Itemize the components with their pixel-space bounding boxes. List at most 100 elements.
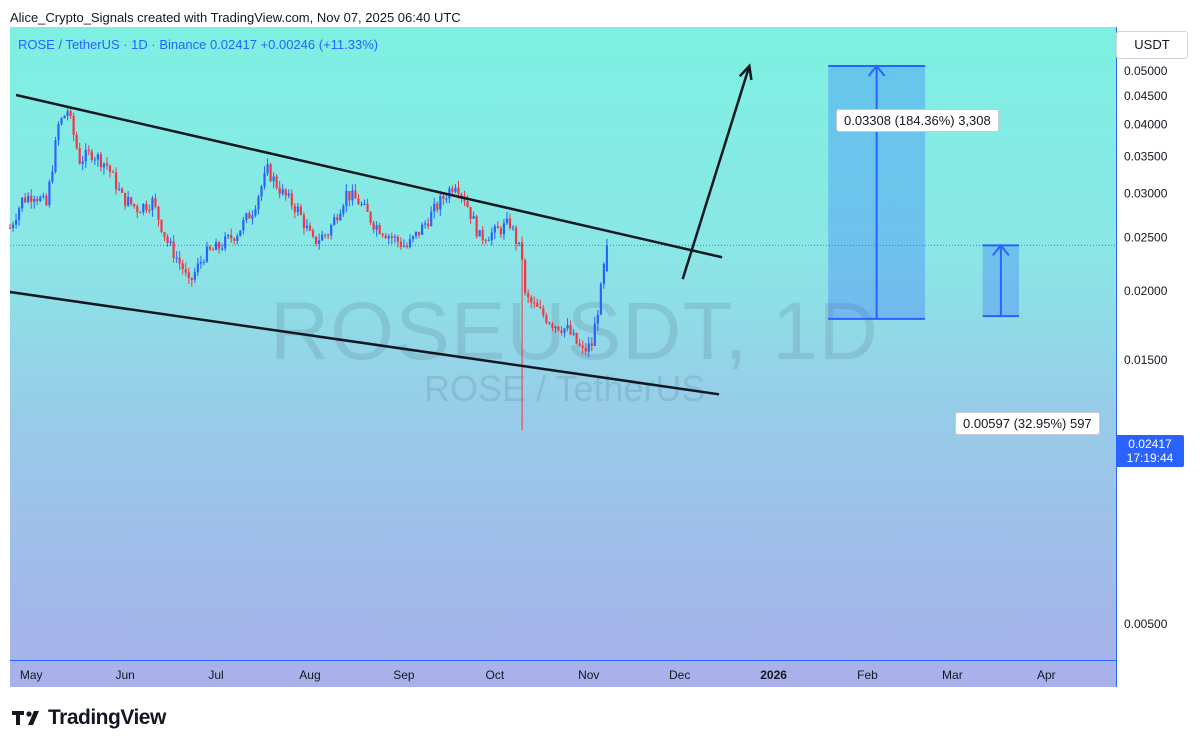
- long-range-box-arrow-head: [867, 64, 886, 77]
- symbol-legend[interactable]: ROSE / TetherUS · 1D · Binance 0.02417 +…: [18, 37, 379, 52]
- candle-body: [405, 245, 409, 248]
- candle-body: [27, 195, 30, 203]
- candle-body: [511, 227, 515, 229]
- candle-body: [530, 297, 533, 303]
- candle-body: [233, 238, 236, 241]
- price-tick-label: 0.01500: [1124, 353, 1168, 367]
- candle-body: [54, 140, 57, 172]
- candle-body: [351, 190, 354, 201]
- candle-body: [145, 203, 148, 210]
- candle-body: [317, 240, 321, 244]
- candle-body: [66, 111, 69, 116]
- candle-body: [72, 115, 75, 135]
- candle-body: [569, 325, 572, 335]
- candle-body: [417, 231, 421, 235]
- chart-area[interactable]: [10, 27, 1116, 661]
- candle-body: [69, 111, 72, 116]
- candle-body: [384, 235, 387, 239]
- candle-body: [63, 115, 66, 119]
- candle-body: [378, 225, 381, 234]
- candle-body: [487, 240, 490, 242]
- candle-body: [287, 193, 290, 196]
- candle-body: [96, 154, 99, 160]
- candle-body: [290, 193, 293, 206]
- candle-body: [133, 204, 136, 207]
- candle-body: [393, 236, 396, 238]
- candle-body: [305, 225, 309, 229]
- candle-body: [251, 215, 254, 219]
- candle-body: [78, 148, 81, 164]
- candle-body: [154, 198, 157, 207]
- time-tick-label: Oct: [485, 668, 504, 682]
- candle-body: [227, 235, 230, 237]
- candle-body: [51, 171, 54, 182]
- candle-body: [84, 149, 87, 162]
- candle-body: [314, 236, 318, 244]
- time-tick-label: Jul: [208, 668, 223, 682]
- candle-body: [190, 277, 193, 280]
- candle-body: [139, 212, 142, 214]
- candle-body: [30, 195, 33, 202]
- candle-body: [542, 308, 545, 316]
- target-small-label: 0.00597 (32.95%) 597: [955, 412, 1100, 435]
- chart-svg: 0.055000.050000.045000.040000.035000.030…: [8, 41, 1168, 682]
- candle-body: [339, 213, 342, 221]
- candle-body: [536, 302, 539, 307]
- price-tick-label: 0.04000: [1124, 117, 1168, 131]
- candle-body: [166, 236, 169, 243]
- candle-body: [93, 159, 96, 161]
- candle-body: [272, 176, 275, 182]
- candle-body: [514, 227, 518, 244]
- projection-arrow: [681, 65, 751, 280]
- candle-body: [551, 323, 554, 328]
- candle-body: [24, 197, 27, 203]
- candle-body: [481, 230, 484, 241]
- candle-body: [572, 332, 575, 335]
- price-axis[interactable]: [1116, 27, 1200, 687]
- candle-body: [321, 234, 324, 241]
- currency-button[interactable]: USDT: [1116, 31, 1188, 59]
- candle-body: [396, 236, 399, 242]
- candle-body: [484, 240, 487, 242]
- price-tick-label: 0.04500: [1124, 89, 1168, 103]
- candle-body: [563, 328, 566, 334]
- lower-trendline: [9, 290, 720, 396]
- candle-body: [42, 195, 45, 198]
- candle-body: [336, 217, 339, 221]
- candle-body: [127, 197, 130, 206]
- candle-body: [151, 198, 154, 211]
- candle-body: [517, 242, 521, 244]
- candle-body: [217, 242, 221, 249]
- candle-body: [424, 223, 427, 225]
- candle-body: [493, 226, 496, 233]
- candle-body: [490, 232, 493, 241]
- candle-body: [60, 118, 63, 125]
- candle-body: [293, 205, 296, 213]
- price-tick-label: 0.03500: [1124, 149, 1168, 163]
- candle-body: [502, 223, 506, 235]
- candle-body: [254, 209, 257, 216]
- candle-body: [466, 201, 469, 207]
- candle-body: [187, 272, 190, 278]
- candle-body: [505, 218, 509, 224]
- price-tick-label: 0.02500: [1124, 230, 1168, 244]
- candle-body: [605, 245, 609, 272]
- candle-body: [545, 315, 548, 323]
- candle-body: [387, 236, 390, 239]
- candle-body: [566, 325, 569, 329]
- candle-body: [357, 198, 360, 205]
- candle-body: [560, 330, 563, 334]
- candle-body: [148, 209, 151, 211]
- candle-body: [157, 206, 160, 220]
- candle-body: [475, 216, 478, 237]
- candle-body: [548, 322, 551, 324]
- time-axis[interactable]: [10, 661, 1116, 687]
- candle-body: [578, 343, 581, 346]
- candle-body: [224, 236, 227, 249]
- candle-body: [402, 245, 406, 247]
- candle-body: [111, 171, 115, 173]
- time-tick-label: Apr: [1037, 668, 1056, 682]
- candle-body: [172, 241, 175, 258]
- projection-arrow-head: [738, 63, 753, 81]
- candle-body: [33, 198, 36, 202]
